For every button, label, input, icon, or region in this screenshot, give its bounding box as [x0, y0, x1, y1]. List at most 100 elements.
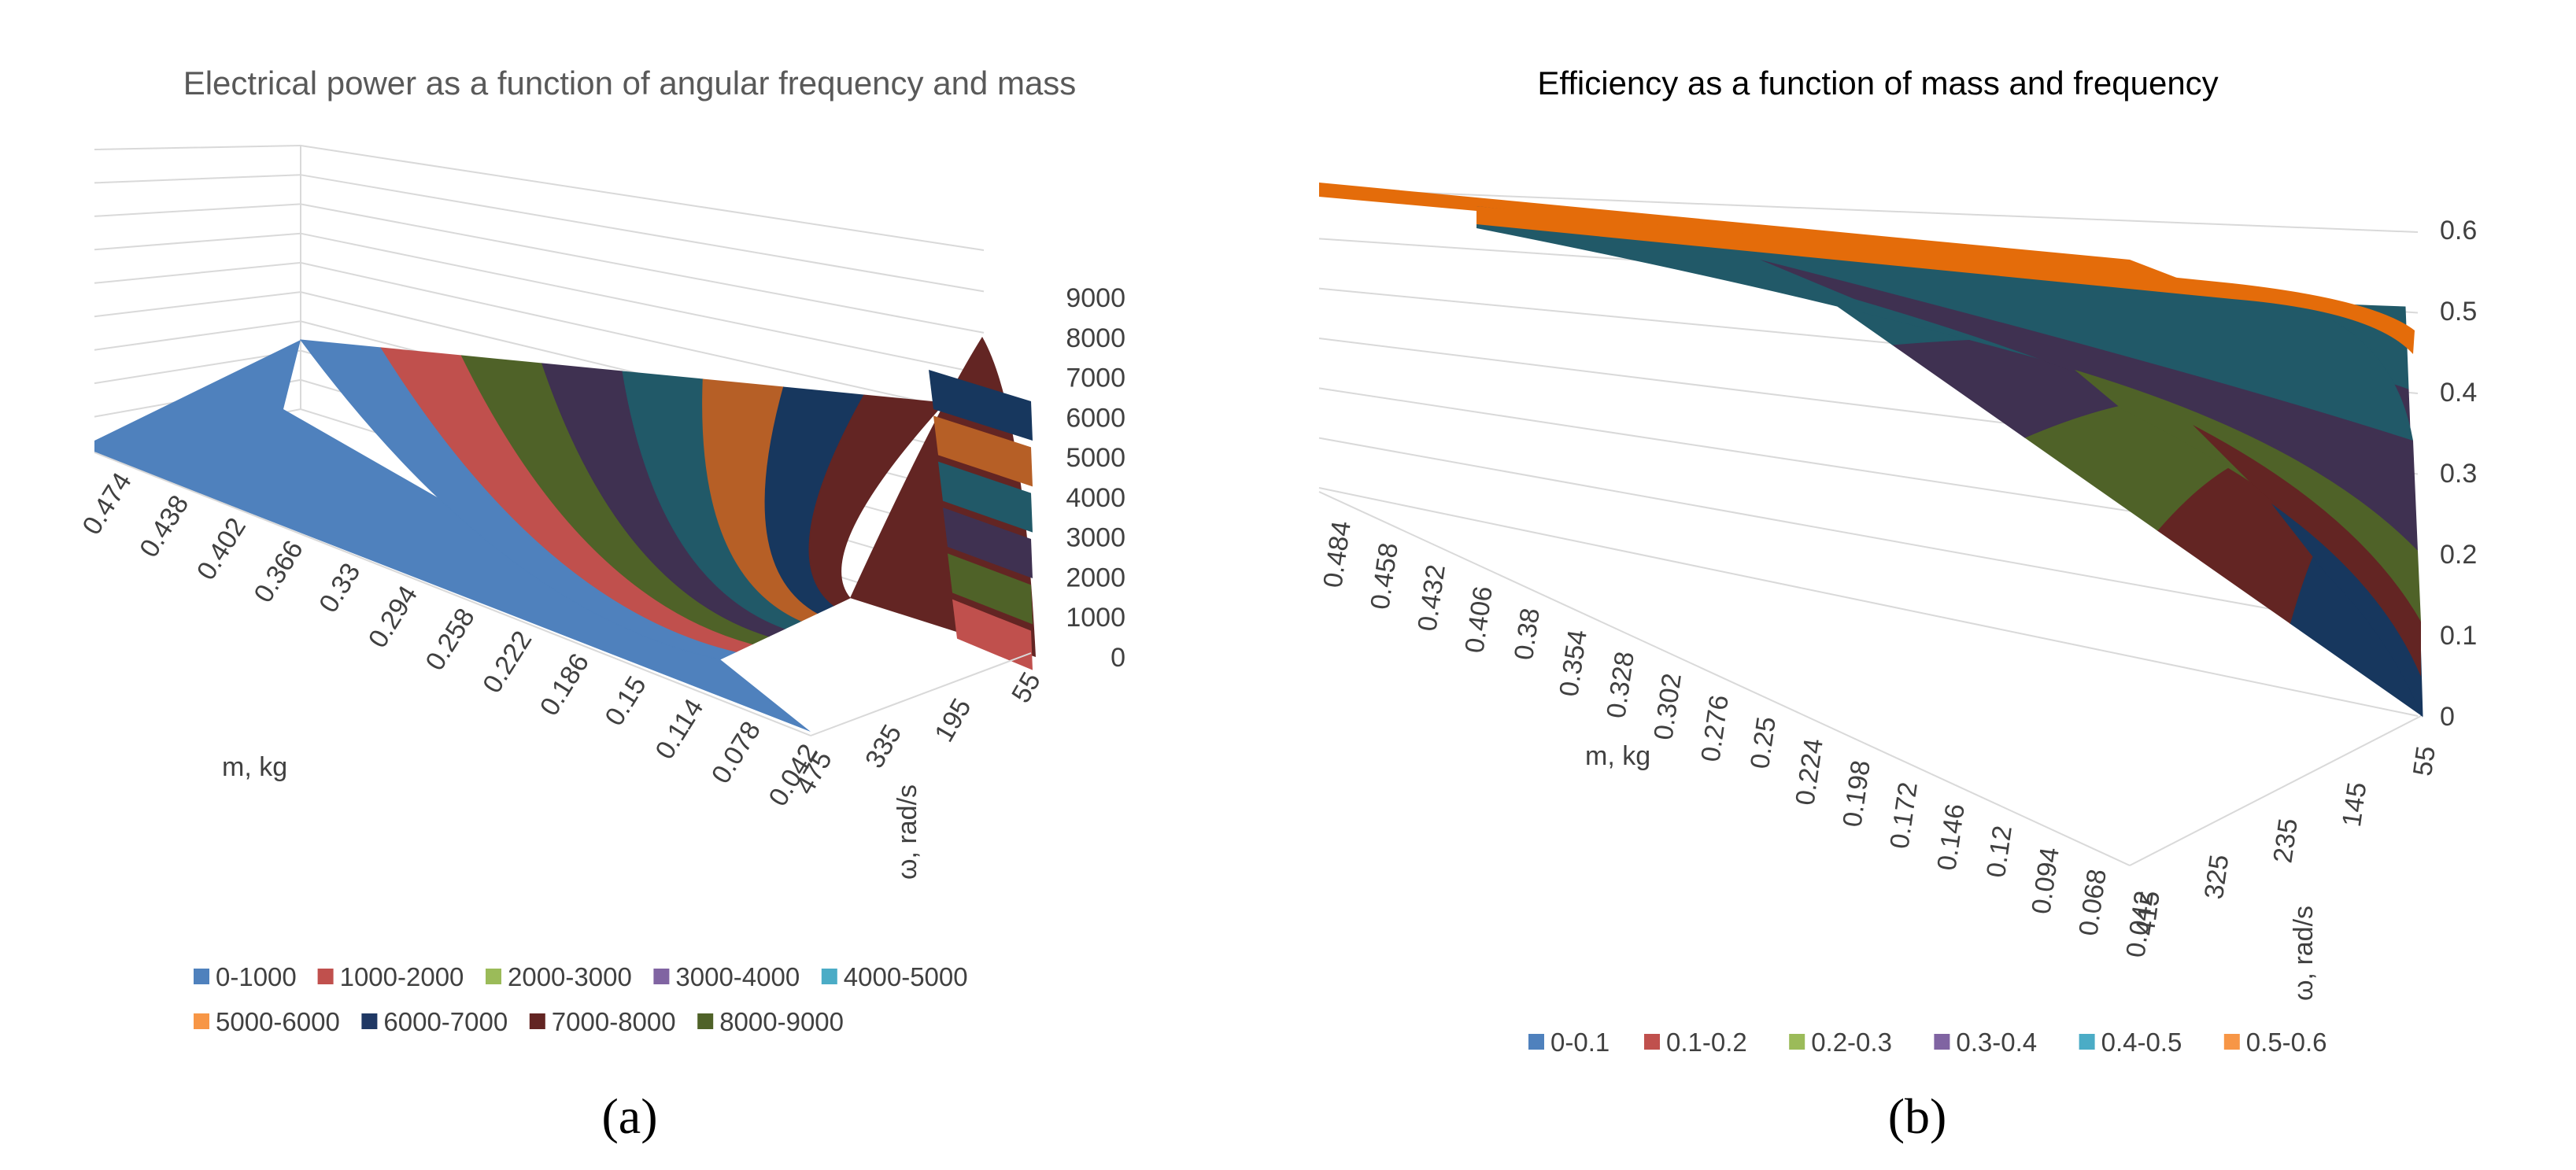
- legend-swatch: [653, 969, 670, 984]
- omega-tick-label: 325: [2199, 853, 2235, 901]
- peak-stripe: [933, 415, 1033, 487]
- power-tick-label: 7000: [1066, 364, 1125, 393]
- chart-a-surface: [94, 337, 1036, 732]
- chart-a-xlabel: m, kg: [222, 752, 287, 782]
- mass-tick-label: 0.146: [1931, 802, 1970, 873]
- mass-tick-label: 0.38: [1509, 606, 1546, 662]
- mass-tick-label: 0.12: [1981, 824, 2018, 880]
- omega-tick-label: 195: [929, 693, 977, 747]
- legend-label: 8000-9000: [719, 1007, 844, 1036]
- efficiency-tick-label: 0.5: [2440, 297, 2477, 327]
- gridline: [94, 174, 985, 293]
- mass-tick-label: 0.078: [706, 716, 767, 788]
- chart-b-title: Efficiency as a function of mass and fre…: [1537, 65, 2218, 101]
- legend-swatch: [317, 969, 334, 984]
- floor-edge: [94, 452, 811, 736]
- power-tick-label: 4000: [1066, 483, 1125, 513]
- floor-edge: [810, 652, 1032, 736]
- mass-tick-label: 0.222: [477, 626, 538, 698]
- legend-swatch: [1789, 1034, 1805, 1050]
- peak-stripe: [952, 599, 1033, 670]
- mass-tick-label: 0.198: [1837, 758, 1876, 829]
- surface-band-0.2-0.3: [2075, 370, 2421, 622]
- legend-label: 4000-5000: [844, 962, 968, 991]
- efficiency-surface-chart: Efficiency as a function of mass and fre…: [1318, 65, 2477, 1144]
- chart-b-mass-ticks: 0.484 0.458 0.432 0.406 0.38 0.354 0.328 0.302 0…: [1318, 519, 2159, 960]
- legend-swatch: [697, 1013, 714, 1029]
- mass-tick-label: 0.438: [134, 490, 194, 563]
- gridline: [94, 232, 985, 375]
- caption-b: (b): [1888, 1088, 1947, 1144]
- mass-tick-label: 0.114: [649, 694, 709, 765]
- legend-label: 1000-2000: [340, 962, 464, 991]
- mass-tick-label: 0.458: [1365, 541, 1403, 611]
- chart-a-title: Electrical power as a function of angula…: [183, 65, 1077, 101]
- peak-stripe: [929, 370, 1033, 441]
- chart-b-omega-ticks: 415 325 235 145 55: [2130, 744, 2441, 937]
- peak-stripe: [948, 553, 1033, 625]
- mass-tick-label: 0.172: [1884, 781, 1923, 851]
- chart-b-xlabel: m, kg: [1585, 741, 1650, 771]
- legend-swatch: [2223, 1034, 2240, 1050]
- caption-a: (a): [601, 1088, 657, 1144]
- legend-swatch: [1528, 1034, 1544, 1050]
- omega-tick-label: 415: [2130, 889, 2166, 937]
- mass-tick-label: 0.068: [2073, 867, 2112, 938]
- efficiency-tick-label: 0.1: [2440, 621, 2477, 651]
- power-tick-label: 3000: [1066, 523, 1125, 553]
- omega-tick-label: 55: [2408, 744, 2441, 778]
- chart-panel-b: Efficiency as a function of mass and fre…: [1288, 0, 2576, 1170]
- mass-tick-label: 0.402: [191, 513, 252, 585]
- legend-label: 0-1000: [216, 962, 297, 991]
- legend-label: 7000-8000: [552, 1007, 676, 1036]
- power-tick-label: 6000: [1066, 403, 1125, 433]
- mass-tick-label: 0.432: [1412, 563, 1451, 633]
- legend-label: 3000-4000: [675, 962, 800, 991]
- legend-swatch: [2079, 1034, 2095, 1050]
- surface-band-0.3-0.4: [1760, 260, 2418, 551]
- surface-edge-0.5-0.6: [1476, 206, 2415, 354]
- omega-tick-label: 335: [859, 720, 907, 773]
- efficiency-tick-label: 0.3: [2440, 459, 2477, 489]
- omega-tick-label: 55: [1006, 667, 1047, 708]
- legend-swatch: [529, 1013, 545, 1029]
- floor-edge: [1318, 491, 2131, 866]
- chart-b-legend: 0-0.1 0.1-0.2 0.2-0.3 0.3-0.4 0.4-0.5 0.5-0.6: [1528, 1028, 2327, 1057]
- mass-tick-label: 0.366: [248, 535, 309, 607]
- chart-panel-a: Electrical power as a function of angula…: [76, 65, 1125, 1144]
- efficiency-tick-label: 0: [2440, 702, 2455, 732]
- gridline: [1318, 437, 2419, 637]
- mass-tick-label: 0.354: [1554, 628, 1592, 699]
- mass-tick-label: 0.474: [76, 467, 137, 540]
- gridline: [1318, 487, 2419, 717]
- legend-label: 0.3-0.4: [1956, 1028, 2037, 1057]
- chart-a-gridlines: [94, 144, 985, 622]
- legend-label: 0-0.1: [1550, 1028, 1610, 1057]
- chart-b-floor: [1318, 491, 2422, 866]
- peak-stripe: [943, 507, 1033, 578]
- power-tick-label: 5000: [1066, 443, 1125, 473]
- peak-stripe: [938, 461, 1033, 533]
- omega-tick-label: 145: [2337, 781, 2373, 829]
- chart-a-floor: [94, 452, 1032, 736]
- gridline: [1318, 188, 2419, 233]
- mass-tick-label: 0.224: [1790, 736, 1828, 807]
- mass-tick-label: 0.15: [599, 671, 652, 731]
- mass-tick-label: 0.484: [1318, 519, 1356, 590]
- chart-b-ylabel: ω, rad/s: [2289, 906, 2319, 1001]
- power-tick-label: 8000: [1066, 323, 1125, 353]
- mass-tick-label: 0.33: [313, 558, 366, 618]
- efficiency-tick-label: 0.4: [2440, 378, 2477, 408]
- legend-swatch: [821, 969, 837, 984]
- power-tick-label: 9000: [1066, 283, 1125, 313]
- power-tick-label: 0: [1111, 643, 1125, 673]
- legend-label: 0.1-0.2: [1666, 1028, 1747, 1057]
- legend-label: 2000-3000: [508, 962, 632, 991]
- efficiency-tick-label: 0.2: [2440, 540, 2477, 570]
- chart-b-efficiency-ticks: 0 0.1 0.2 0.3 0.4 0.5 0.6: [2440, 216, 2477, 732]
- mass-tick-label: 0.186: [534, 648, 595, 721]
- mass-tick-label: 0.258: [419, 603, 480, 676]
- surface-band-0-1000: [94, 340, 811, 732]
- legend-swatch: [361, 1013, 378, 1029]
- legend-label: 5000-6000: [216, 1007, 340, 1036]
